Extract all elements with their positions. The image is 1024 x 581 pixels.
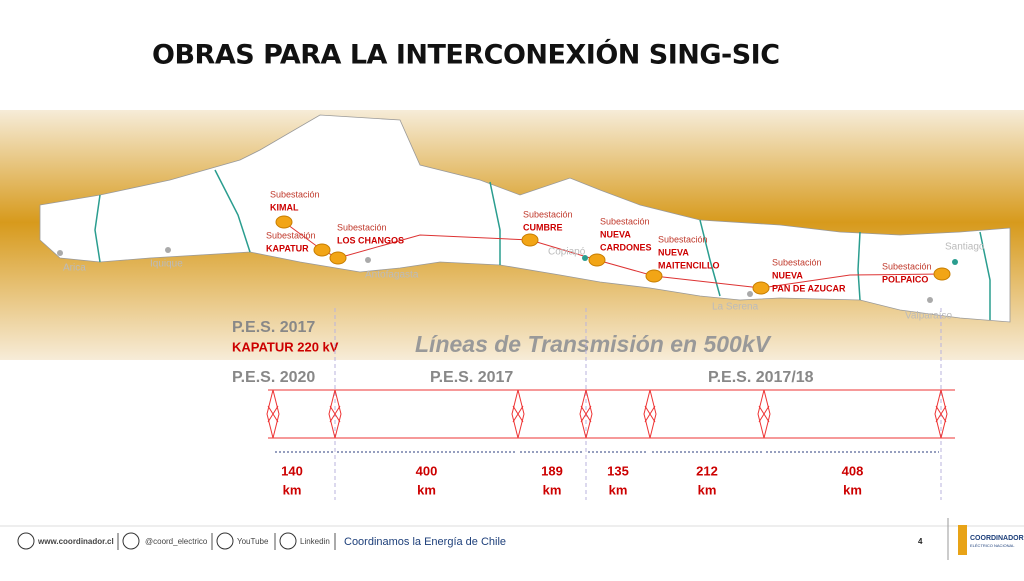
transmission-route bbox=[283, 221, 943, 289]
substation-label: Subestación bbox=[882, 261, 932, 271]
substation-name: CARDONES bbox=[600, 242, 652, 252]
city-label: Copiapó bbox=[548, 247, 586, 258]
logo-sub: ELÉCTRICO NACIONAL bbox=[970, 543, 1015, 548]
tower-cross bbox=[644, 405, 656, 423]
substation bbox=[645, 269, 663, 283]
logo: COORDINADOR bbox=[970, 535, 1024, 542]
substation bbox=[752, 281, 770, 295]
city-dot bbox=[582, 255, 588, 261]
towers: 140 km 400 km 189 km 135 km 212 km 408 km bbox=[266, 308, 948, 500]
substation bbox=[329, 251, 347, 265]
tower-cross bbox=[580, 405, 592, 423]
substation-name: NUEVA bbox=[658, 247, 689, 257]
substation bbox=[275, 215, 293, 229]
distance-value: 408 bbox=[842, 463, 864, 478]
footer-link: Linkedin bbox=[300, 537, 330, 546]
substation-name: NUEVA bbox=[600, 229, 631, 239]
pes-label: P.E.S. 2017/18 bbox=[708, 369, 814, 386]
kapatur-pes: P.E.S. 2017 bbox=[232, 319, 315, 336]
slogan: Coordinamos la Energía de Chile bbox=[344, 536, 506, 548]
city-dot bbox=[927, 297, 933, 303]
page-number: 4 bbox=[918, 537, 923, 546]
distance-value: 212 bbox=[696, 463, 718, 478]
region-borders bbox=[94, 169, 991, 320]
substation-name: KAPATUR bbox=[266, 243, 309, 253]
tower-cross bbox=[758, 405, 770, 423]
substation-name: LOS CHANGOS bbox=[337, 235, 404, 245]
footer-icon bbox=[122, 532, 140, 550]
tower bbox=[511, 389, 525, 439]
pes-label: P.E.S. 2017 bbox=[430, 369, 513, 386]
city-label: Antofagasta bbox=[365, 270, 419, 281]
tower bbox=[934, 389, 948, 439]
substation-name: PAN DE AZUCAR bbox=[772, 283, 846, 293]
substation-label: Subestación bbox=[772, 257, 822, 267]
kapatur-line: KAPATUR 220 kV bbox=[232, 339, 339, 354]
substation-label: Subestación bbox=[600, 216, 650, 226]
distance-unit: km bbox=[543, 482, 562, 497]
tower bbox=[643, 389, 657, 439]
tower bbox=[328, 389, 342, 439]
substation-name: KIMAL bbox=[270, 202, 299, 212]
footer: www.coordinador.cl @coord_electrico YouTub… bbox=[17, 518, 1024, 560]
pes-label: P.E.S. 2020 bbox=[232, 369, 315, 386]
tower-cross bbox=[935, 405, 947, 423]
substation-name: POLPAICO bbox=[882, 274, 928, 284]
substation-name: NUEVA bbox=[772, 270, 803, 280]
tower-cross bbox=[512, 405, 524, 423]
land bbox=[39, 114, 1011, 323]
distance-unit: km bbox=[609, 482, 628, 497]
substation-label: Subestación bbox=[270, 189, 320, 199]
substation bbox=[588, 253, 606, 267]
substation-label: Subestación bbox=[337, 222, 387, 232]
city-label: Iquique bbox=[150, 259, 183, 270]
distance-unit: km bbox=[417, 482, 436, 497]
map-layer: Arica Iquique Antofagasta Copiapó La Serena S… bbox=[57, 189, 985, 322]
city-dot bbox=[365, 257, 371, 263]
tower bbox=[757, 389, 771, 439]
city-dot bbox=[165, 247, 171, 253]
city-dot bbox=[747, 291, 753, 297]
substation bbox=[313, 243, 331, 257]
substation-name: MAITENCILLO bbox=[658, 260, 720, 270]
distance-unit: km bbox=[698, 482, 717, 497]
tower bbox=[579, 389, 593, 439]
footer-icon bbox=[17, 532, 35, 550]
city-label: La Serena bbox=[712, 302, 759, 313]
footer-link: @coord_electrico bbox=[145, 537, 208, 546]
tower-cross bbox=[267, 405, 279, 423]
city-label: Arica bbox=[63, 263, 86, 274]
title: OBRAS PARA LA INTERCONEXIÓN SING-SIC bbox=[152, 39, 780, 71]
city-dot bbox=[952, 259, 958, 265]
tower bbox=[266, 389, 280, 439]
substation-label: Subestación bbox=[266, 230, 316, 240]
footer-link: www.coordinador.cl bbox=[37, 537, 114, 546]
substation-label: Subestación bbox=[658, 234, 708, 244]
footer-icon bbox=[216, 532, 234, 550]
footer-link: YouTube bbox=[237, 537, 269, 546]
city-label: Santiago bbox=[945, 242, 985, 253]
tower-cross bbox=[329, 405, 341, 423]
distance-unit: km bbox=[843, 482, 862, 497]
city-dot bbox=[57, 250, 63, 256]
distance-value: 400 bbox=[416, 463, 438, 478]
distance-value: 189 bbox=[541, 463, 563, 478]
heading: Líneas de Transmisión en 500kV bbox=[415, 331, 772, 357]
logo-mark bbox=[958, 525, 967, 555]
substation-label: Subestación bbox=[523, 209, 573, 219]
distance-value: 140 bbox=[281, 463, 303, 478]
substation bbox=[933, 267, 951, 281]
substation bbox=[521, 233, 539, 247]
footer-icon bbox=[279, 532, 297, 550]
city-label: Valparaíso bbox=[905, 311, 953, 322]
distance-unit: km bbox=[283, 482, 302, 497]
distance-value: 135 bbox=[607, 463, 629, 478]
substation-name: CUMBRE bbox=[523, 222, 563, 232]
